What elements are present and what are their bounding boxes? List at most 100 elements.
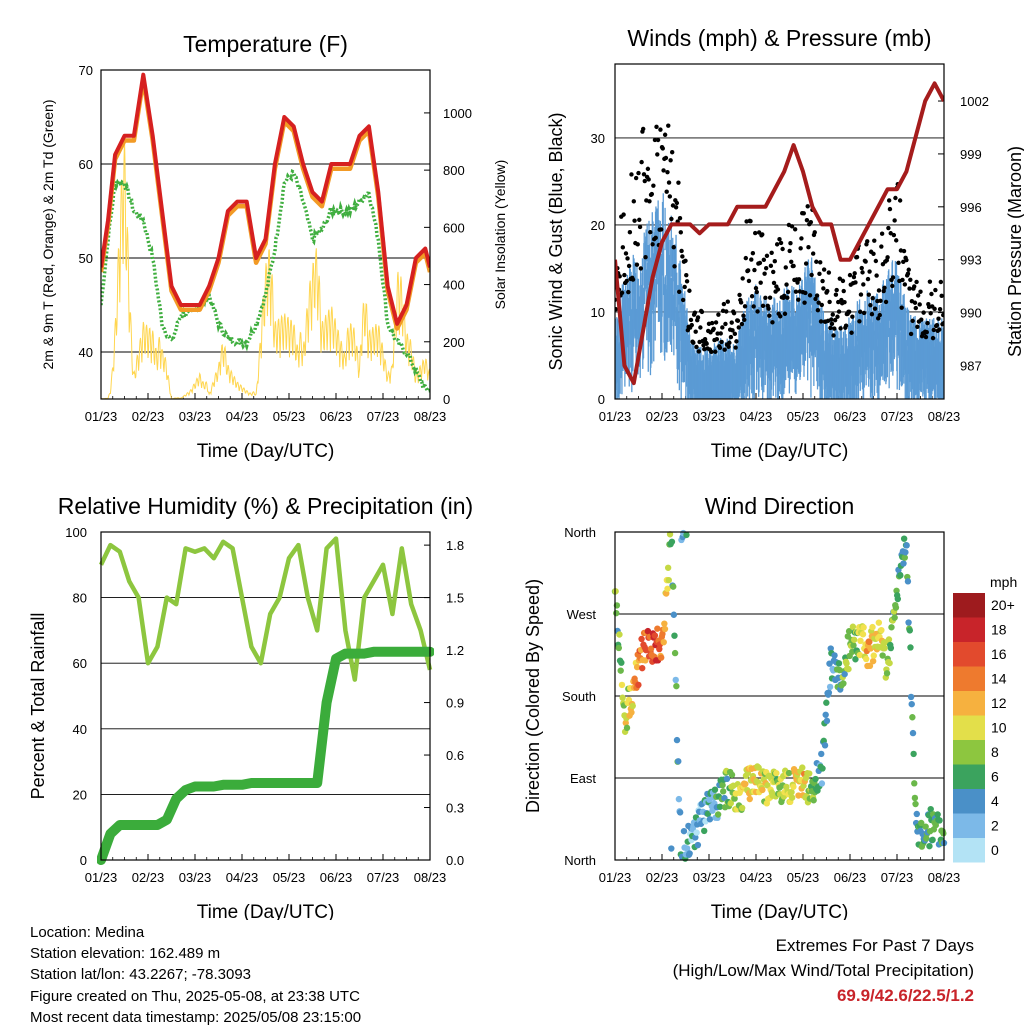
x-tick-label: 01/23 (599, 870, 632, 885)
x-tick-label: 07/23 (881, 870, 914, 885)
x-tick-label: 04/23 (740, 409, 773, 424)
legend-label: 12 (991, 695, 1007, 711)
x-tick-label: 03/23 (179, 870, 212, 885)
y-axis-label: Sonic Wind & Gust (Blue, Black) (546, 112, 566, 370)
y-tick-label: 60 (79, 157, 93, 172)
x-tick-label: 07/23 (881, 409, 914, 424)
x-tick-label: 01/23 (599, 409, 632, 424)
x-tick-label: 08/23 (414, 870, 447, 885)
plot-area (615, 81, 944, 399)
x-tick-label: 05/23 (273, 409, 306, 424)
legend-label: 8 (991, 744, 999, 760)
legend-label: 10 (991, 720, 1007, 736)
y2-tick-label: 1002 (960, 94, 989, 109)
y2-tick-label: 0.3 (446, 801, 464, 816)
y-tick-label: 40 (73, 722, 87, 737)
info-created: Figure created on Thu, 2025-05-08, at 23… (30, 987, 360, 1005)
y-tick-label: 30 (591, 131, 605, 146)
y2-tick-label: 996 (960, 200, 982, 215)
y2-tick-label: 1000 (443, 106, 472, 121)
speed-legend: mph 20+ 18 16 14 12 10 8 6 4 2 0 (953, 574, 1017, 863)
y2-tick-label: 800 (443, 163, 465, 178)
y-tick-label: North (564, 525, 596, 540)
y2-tick-label: 400 (443, 278, 465, 293)
y2-tick-label: 987 (960, 359, 982, 374)
x-tick-label: 07/23 (367, 409, 400, 424)
series-temp-2m (101, 72, 430, 326)
legend-label: 2 (991, 818, 999, 834)
x-tick-label: 02/23 (132, 870, 165, 885)
info-recent: Most recent data timestamp: 2025/05/08 2… (30, 1008, 362, 1026)
plot-border (100, 69, 431, 400)
info-latlon: Station lat/lon: 43.2267; -78.3093 (30, 966, 252, 984)
x-tick-label: 06/23 (834, 409, 867, 424)
y-tick-label: 10 (591, 305, 605, 320)
x-tick-label: 06/23 (320, 870, 353, 885)
x-axis-label: Time (Day/UTC) (711, 902, 849, 920)
y2-tick-label: 200 (443, 335, 465, 350)
chart-panel-2: Winds (mph) & Pressure (mb) Time (Day/UTC… (546, 25, 1024, 462)
legend-swatch (953, 789, 985, 814)
y-tick-label: 0 (80, 853, 87, 868)
y-tick-label: 70 (79, 63, 93, 78)
y2-tick-label: 1.2 (446, 643, 464, 658)
x-tick-label: 06/23 (834, 870, 867, 885)
chart-title: Winds (mph) & Pressure (mb) (627, 25, 931, 51)
legend-title: mph (990, 574, 1017, 590)
series-dewpoint (101, 168, 430, 393)
x-axis-label: Time (Day/UTC) (197, 902, 335, 920)
plot-border (614, 63, 945, 400)
x-tick-label: 05/23 (273, 870, 306, 885)
x-tick-label: 05/23 (787, 409, 820, 424)
y2-tick-label: 0.9 (446, 696, 464, 711)
legend-swatch (953, 642, 985, 667)
y2-tick-label: 600 (443, 220, 465, 235)
legend-label: 4 (991, 793, 999, 809)
y-tick-label: 60 (73, 656, 87, 671)
y2-axis-label: Solar Insolation (Yellow) (492, 160, 508, 310)
legend-swatch (953, 813, 985, 838)
y-tick-label: West (567, 607, 597, 622)
legend-label: 16 (991, 646, 1007, 662)
legend-swatch (953, 617, 985, 642)
y-tick-label: 20 (591, 218, 605, 233)
y-tick-label: 20 (73, 787, 87, 802)
y-tick-label: North (564, 853, 596, 868)
info-location: Location: Medina (30, 924, 145, 941)
plot-border (614, 531, 945, 861)
chart-panel-3: Relative Humidity (%) & Precipitation (i… (28, 493, 473, 920)
x-tick-label: 02/23 (132, 409, 165, 424)
x-tick-label: 02/23 (646, 409, 679, 424)
y2-tick-label: 0 (443, 392, 450, 407)
x-axis-label: Time (Day/UTC) (711, 441, 849, 462)
y-tick-label: 40 (79, 345, 93, 360)
x-tick-label: 01/23 (85, 409, 118, 424)
y-tick-label: East (570, 771, 596, 786)
chart-title: Relative Humidity (%) & Precipitation (i… (58, 493, 473, 519)
y2-tick-label: 0.6 (446, 748, 464, 763)
chart-panel-1: Temperature (F) Time (Day/UTC) 01/23 02/23 0… (40, 31, 508, 462)
y-axis-label: Direction (Colored By Speed) (523, 579, 543, 813)
plot-border (100, 531, 431, 861)
plot-area (101, 72, 430, 399)
chart-title: Temperature (F) (183, 31, 348, 57)
x-tick-label: 01/23 (85, 870, 118, 885)
y2-tick-label: 993 (960, 253, 982, 268)
y-axis-label: Percent & Total Rainfall (28, 613, 48, 800)
x-axis-label: Time (Day/UTC) (197, 441, 335, 462)
x-tick-label: 04/23 (740, 870, 773, 885)
info-elevation: Station elevation: 162.489 m (30, 945, 221, 963)
x-tick-label: 03/23 (693, 870, 726, 885)
y-tick-label: 80 (73, 591, 87, 606)
extremes-subtitle: (High/Low/Max Wind/Total Precipitation) (672, 961, 974, 980)
chart-title: Wind Direction (705, 493, 855, 519)
y2-axis-label: Station Pressure (Maroon) (1005, 146, 1024, 357)
y2-tick-label: 999 (960, 147, 982, 162)
extremes-title: Extremes For Past 7 Days (775, 936, 974, 955)
legend-label: 6 (991, 769, 999, 785)
legend-label: 0 (991, 842, 999, 858)
legend-label: 20+ (991, 597, 1015, 613)
x-tick-label: 03/23 (179, 409, 212, 424)
y-tick-label: 50 (79, 251, 93, 266)
x-tick-label: 07/23 (367, 870, 400, 885)
